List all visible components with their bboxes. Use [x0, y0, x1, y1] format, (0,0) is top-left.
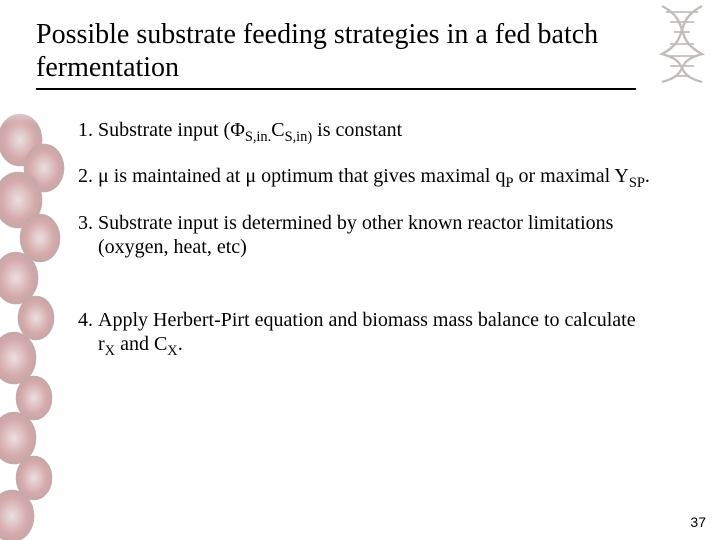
list-item: μ is maintained at μ optimum that gives … — [98, 164, 676, 188]
strategies-list: Substrate input (ΦS,in.CS,in) is constan… — [36, 118, 676, 356]
slide-title: Possible substrate feeding strategies in… — [36, 18, 636, 90]
list-item: Substrate input (ΦS,in.CS,in) is constan… — [98, 118, 676, 142]
list-item: Substrate input is determined by other k… — [98, 211, 676, 260]
list-item: Apply Herbert-Pirt equation and biomass … — [98, 308, 676, 357]
slide-container: Possible substrate feeding strategies in… — [0, 0, 720, 540]
